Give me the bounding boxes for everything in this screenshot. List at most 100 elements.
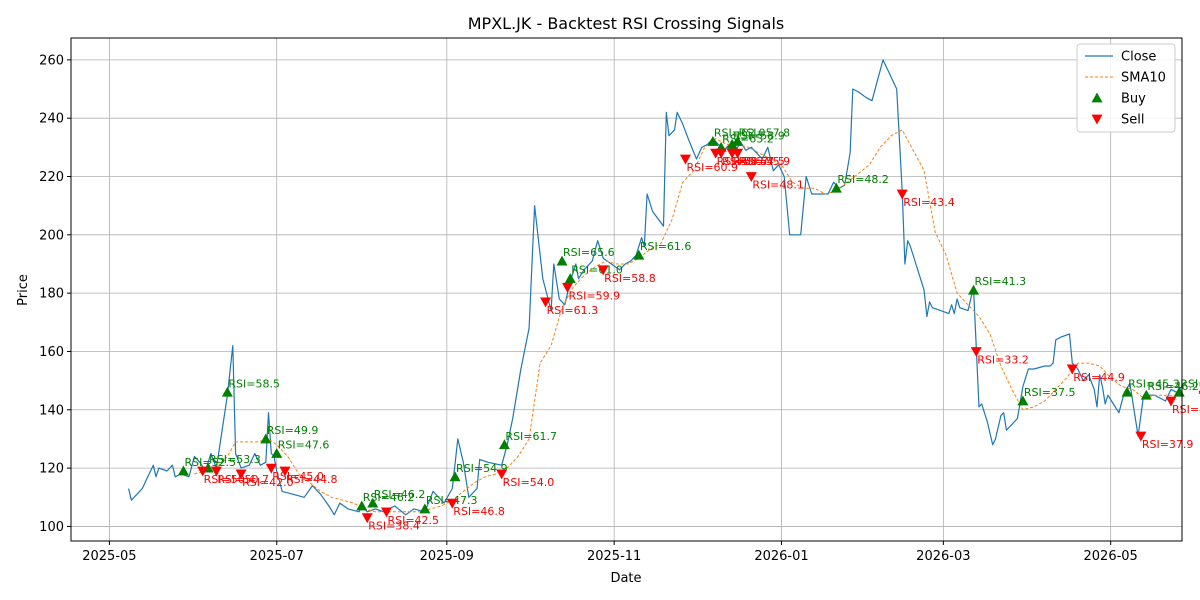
- buy-rsi-label: RSI=47.6: [278, 439, 330, 452]
- buy-rsi-label: RSI=65.6: [563, 246, 615, 259]
- buy-marker: [177, 465, 189, 476]
- chart-title: MPXL.JK - Backtest RSI Crossing Signals: [468, 14, 784, 33]
- buy-rsi-label: RSI=45.3: [1128, 377, 1180, 390]
- sell-rsi-label: RSI=58.8: [604, 272, 656, 285]
- buy-rsi-label: RSI=53.3: [209, 453, 261, 466]
- sell-marker: [446, 498, 458, 509]
- legend-box: [1076, 43, 1176, 133]
- buy-rsi-label: RSI=37.5: [1024, 386, 1076, 399]
- legend-label: Buy: [1121, 92, 1146, 107]
- buy-marker: [498, 439, 510, 450]
- buy-rsi-label: RSI=61.6: [640, 240, 692, 253]
- y-axis: 100 120 140 160 180 200 220 240 260: [39, 53, 71, 535]
- buy-rsi-label: RSI=46.2: [363, 491, 415, 504]
- sell-rsi-label: RSI=50.7: [217, 473, 269, 486]
- buy-marker: [1017, 395, 1029, 406]
- buy-rsi-label: RSI=61.7: [505, 430, 557, 443]
- buy-rsi-label: RSI=62.0: [714, 127, 766, 140]
- buy-marker: [449, 471, 461, 482]
- sell-rsi-label: RSI=38.4: [368, 520, 420, 533]
- y-tick-label: 200: [39, 228, 64, 243]
- y-tick-label: 140: [39, 403, 64, 418]
- buy-marker: [633, 249, 645, 260]
- sell-marker: [197, 466, 209, 477]
- x-tick-label: 2026-05: [1084, 549, 1138, 564]
- sell-rsi-label: RSI=44.8: [286, 473, 338, 486]
- sell-rsi-label: RSI=43.4: [903, 196, 955, 209]
- series-layer: [128, 59, 1182, 516]
- buy-marker: [1121, 386, 1133, 397]
- buy-marker: [707, 136, 719, 146]
- sell-marker: [380, 507, 392, 518]
- sell-marker: [265, 463, 277, 474]
- sell-rsi-label: RSI=42.0: [242, 476, 294, 489]
- close-line: [128, 59, 1182, 516]
- sell-rsi-label: RSI=42.5: [387, 514, 439, 527]
- sell-rsi-label: RSI=55.4: [722, 155, 774, 168]
- buy-marker: [367, 497, 379, 508]
- x-tick-label: 2025-05: [82, 549, 136, 564]
- sell-marker: [896, 189, 908, 200]
- sell-rsi-label: RSI=54.0: [503, 476, 555, 489]
- buy-marker: [260, 433, 272, 444]
- buy-rsi-label: RSI=48.2: [837, 173, 889, 186]
- sell-rsi-label: RSI=60.9: [686, 161, 738, 174]
- buy-marker: [556, 255, 568, 266]
- legend-swatch-sell: [1091, 114, 1103, 125]
- x-tick-label: 2026-01: [754, 549, 808, 564]
- buy-rsi-label: RSI=52.5: [184, 456, 236, 469]
- buy-marker: [356, 500, 368, 511]
- y-tick-label: 100: [39, 520, 64, 535]
- buy-rsi-label: RSI=44.2: [1180, 377, 1200, 390]
- buy-marker: [419, 503, 431, 514]
- buy-marker: [968, 284, 980, 295]
- x-axis-title: Date: [610, 571, 641, 586]
- legend-label: SMA10: [1121, 71, 1166, 86]
- x-tick-label: 2025-11: [587, 549, 641, 564]
- buy-marker: [564, 273, 576, 283]
- x-axis: 2025-05 2025-07 2025-09 2025-11 2026-01 2026-…: [82, 541, 1138, 564]
- y-axis-title: Price: [16, 274, 31, 306]
- buy-rsi-label: RSI=46.2: [374, 488, 426, 501]
- sell-marker: [679, 154, 691, 165]
- y-tick-label: 260: [39, 53, 64, 68]
- sell-marker: [540, 297, 552, 308]
- sell-rsi-label: RSI=58.7: [717, 155, 769, 168]
- sell-marker: [597, 265, 609, 276]
- legend: Close SMA10 Buy Sell: [1076, 43, 1176, 133]
- sma10-line: [194, 129, 1182, 513]
- sell-marker: [1135, 431, 1147, 442]
- sell-marker: [1165, 396, 1177, 407]
- sell-marker: [732, 148, 744, 159]
- grid: [71, 38, 1182, 541]
- y-tick-label: 120: [39, 462, 64, 477]
- buy-rsi-label: RSI=54.9: [456, 462, 508, 475]
- buy-rsi-label: RSI=61.0: [571, 264, 623, 277]
- buy-marker: [830, 182, 842, 193]
- sell-marker: [496, 469, 508, 480]
- sell-rsi-label: RSI=55.9: [739, 155, 791, 168]
- x-tick-label: 2025-07: [250, 549, 304, 564]
- sell-marker: [970, 347, 982, 357]
- y-tick-label: 160: [39, 345, 64, 360]
- legend-label: Close: [1121, 50, 1156, 65]
- buy-marker: [732, 136, 744, 146]
- y-tick-label: 220: [39, 170, 64, 185]
- sell-rsi-label: RSI=48.1: [752, 179, 804, 192]
- sell-marker: [361, 513, 373, 524]
- buy-rsi-label: RSI=58.9: [733, 129, 785, 142]
- buy-marker: [1140, 389, 1152, 400]
- y-tick-label: 180: [39, 287, 64, 302]
- sell-marker: [210, 466, 222, 477]
- sell-marker: [235, 469, 247, 480]
- sell-rsi-label: RSI=46.8: [453, 505, 505, 518]
- plot-frame: [70, 37, 1183, 542]
- buy-rsi-label: RSI=49.9: [267, 424, 319, 437]
- y-tick-label: 240: [39, 112, 64, 127]
- sell-rsi-label: RSI=44.9: [1073, 371, 1125, 384]
- sell-marker: [745, 172, 757, 183]
- x-tick-label: 2025-09: [420, 549, 474, 564]
